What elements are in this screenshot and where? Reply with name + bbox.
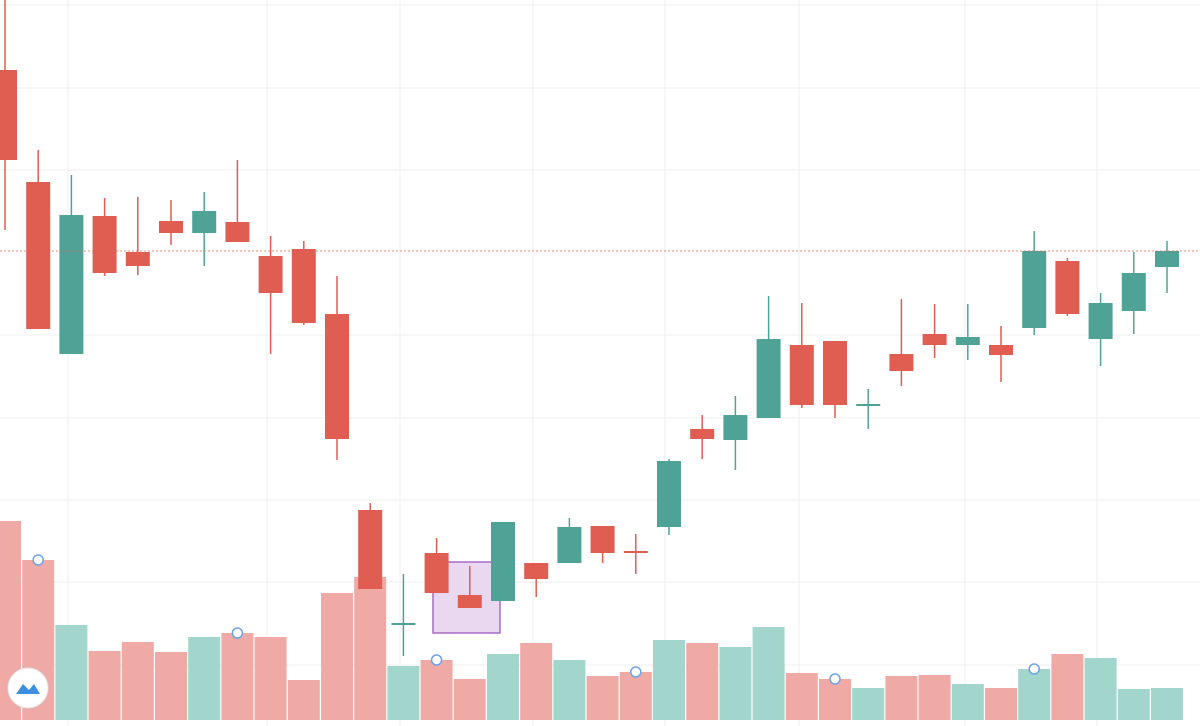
volume-bar — [1084, 658, 1117, 720]
candle-body — [291, 249, 316, 323]
logo[interactable] — [7, 667, 49, 709]
volume-marker — [1028, 663, 1040, 675]
volume-bar — [619, 672, 652, 720]
candle-body — [955, 337, 980, 345]
volume-bar — [752, 627, 785, 720]
candle-body — [258, 256, 283, 293]
candle-body — [424, 553, 449, 593]
volume-bar — [951, 684, 984, 720]
volume-marker — [430, 654, 443, 666]
candle-body — [789, 345, 814, 405]
volume-bar — [553, 660, 586, 720]
candle-body — [358, 510, 383, 589]
candle-body — [1022, 251, 1047, 328]
volume-bar — [1117, 689, 1150, 720]
volume-bar — [487, 654, 519, 720]
volume-bar — [785, 673, 818, 720]
volume-bar — [254, 637, 287, 720]
candle-body — [325, 314, 349, 439]
candle-body — [491, 522, 515, 601]
candle-body — [159, 221, 183, 233]
volume-bar — [453, 679, 486, 720]
volume-bar — [1151, 688, 1183, 720]
volume-bar — [520, 643, 553, 720]
candle-layer — [0, 0, 1200, 656]
candle-body — [856, 404, 881, 406]
volume-bar — [55, 625, 88, 720]
candle-body — [1055, 261, 1080, 314]
volume-marker — [829, 673, 841, 685]
candle-body — [59, 215, 84, 354]
candle-body — [590, 526, 615, 553]
candle-body — [1088, 303, 1113, 339]
volume-bar — [653, 640, 685, 720]
volume-bar — [287, 680, 320, 720]
volume-bar — [155, 652, 187, 720]
logo-icon — [16, 684, 40, 694]
volume-bar — [321, 593, 353, 720]
volume-marker — [630, 666, 642, 678]
candle-body — [889, 354, 914, 371]
candle-body — [524, 563, 549, 579]
volume-bar — [420, 660, 453, 720]
candle-body — [723, 415, 748, 440]
volume-bar — [387, 666, 420, 720]
candle-body — [457, 595, 482, 608]
volume-bar — [121, 642, 154, 720]
candle-body — [0, 70, 17, 160]
candle-body — [1121, 273, 1146, 311]
logo-circle[interactable] — [7, 667, 49, 709]
volume-bar — [819, 679, 851, 720]
candle-body — [989, 345, 1013, 355]
candle-body — [391, 623, 416, 625]
volume-bar — [918, 675, 951, 720]
candle-body — [225, 222, 250, 242]
volume-bar — [885, 676, 918, 720]
volume-bar — [221, 633, 254, 720]
candle-body — [557, 527, 582, 563]
candle-body — [690, 429, 715, 439]
candle-body — [125, 252, 150, 266]
candle-body — [823, 341, 847, 405]
volume-bar — [852, 688, 885, 720]
volume-bar — [586, 676, 619, 720]
candle-body — [26, 182, 51, 329]
candle-body — [756, 339, 781, 418]
volume-bar — [0, 521, 21, 720]
volume-bar — [719, 647, 752, 720]
candle-body — [657, 461, 681, 527]
volume-bar — [1018, 669, 1051, 720]
volume-marker — [32, 554, 44, 566]
candle-body — [623, 551, 648, 553]
volume-bar — [1051, 654, 1084, 720]
candle-body — [92, 216, 117, 273]
volume-bar — [88, 651, 121, 720]
volume-marker — [231, 627, 244, 639]
candle-body — [192, 211, 217, 233]
volume-bar — [686, 643, 719, 720]
candle-body — [922, 334, 947, 345]
candle-body — [1155, 251, 1179, 267]
volume-bar — [985, 688, 1017, 720]
volume-bar — [188, 637, 221, 720]
volume-bar — [354, 577, 387, 720]
